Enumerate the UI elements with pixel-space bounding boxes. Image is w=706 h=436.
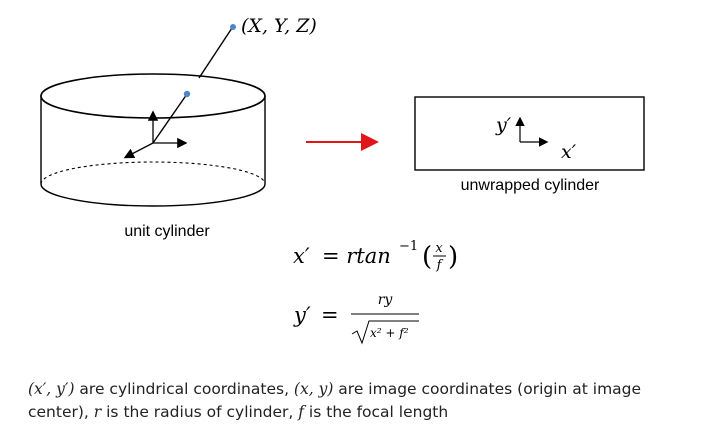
caption-f: f (298, 403, 304, 421)
cylinder-label: unit cylinder (124, 223, 210, 240)
caption-text-2: are image coordinates (origin at image c… (28, 380, 642, 421)
projection-ray-lower (152, 93, 188, 144)
eq2-sqrt-sign (351, 320, 419, 345)
eq1-frac-denominator: f (436, 258, 444, 273)
caption-text-1: are cylindrical coordinates, (74, 380, 294, 398)
caption-r: r (93, 403, 102, 421)
equation-y: y′ = ry x² + f² (293, 292, 419, 345)
eq1-lhs: x′ (293, 244, 310, 268)
caption-text-3: is the radius of cylinder, (101, 403, 299, 421)
unwrapped-y-label: y′ (495, 114, 512, 136)
caption-img-coords: (x, y) (293, 380, 334, 398)
caption-text-4: is the focal length (304, 403, 449, 421)
eq2-lhs: y′ (293, 303, 311, 327)
unwrapped-x-label: x′ (561, 141, 577, 163)
eq1-rhs: = rtan (322, 244, 391, 268)
cylinder-top-ellipse (40, 73, 266, 119)
cylinder-bottom-back (40, 161, 266, 185)
caption-cyl-coords: (x′, y′) (28, 380, 75, 398)
unit-cylinder (40, 73, 266, 207)
eq1-superscript: −1 (399, 239, 418, 254)
caption: (x′, y′) are cylindrical coordinates, (x… (28, 378, 688, 424)
eq1-open-paren: ( (422, 242, 432, 272)
unwrapped-axes (515, 116, 549, 147)
cylinder-bottom-front (40, 183, 266, 207)
world-point-label: (X, Y, Z) (241, 15, 317, 37)
unwrapped-rectangle (414, 96, 645, 171)
equation-x: x′ = rtan −1 ( x f ) (293, 239, 458, 273)
eq2-denominator: x² + f² (370, 326, 409, 340)
eq1-frac-numerator: x (435, 241, 443, 256)
eq2-numerator: ry (378, 292, 394, 308)
world-point-marker (230, 24, 236, 30)
unwrapped-label: unwrapped cylinder (461, 177, 600, 194)
eq2-equals: = (321, 303, 339, 327)
axis-forward-arrow (123, 142, 154, 159)
image-point-marker (183, 90, 191, 98)
projection-ray-upper (198, 27, 233, 79)
cylinder-axes (123, 110, 188, 159)
eq1-close-paren: ) (448, 242, 458, 272)
